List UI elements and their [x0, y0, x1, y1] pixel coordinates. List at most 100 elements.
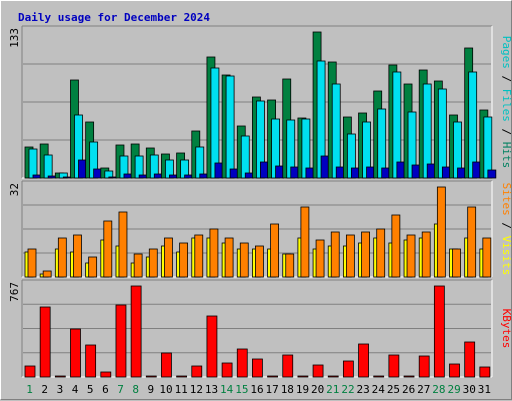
day-label: 2: [41, 383, 48, 396]
bar-sites-day-27: [421, 231, 431, 278]
bar-kbytes-day-6: [100, 371, 112, 378]
bar-files-day-31: [483, 116, 493, 179]
day-label: 21: [326, 383, 339, 396]
axis-label-separator: /: [500, 216, 512, 236]
axis-label-3: KBytes: [500, 309, 512, 349]
bar-kbytes-day-13: [206, 315, 218, 378]
day-label: 23: [357, 383, 370, 396]
axis-label-visits: Visits: [500, 236, 512, 276]
bar-sites-day-20: [315, 239, 325, 278]
day-label: 7: [117, 383, 124, 396]
day-label: 31: [478, 383, 491, 396]
day-label: 9: [148, 383, 155, 396]
bar-sites-day-1: [27, 248, 37, 278]
bar-sites-day-4: [73, 234, 82, 278]
y-max-label: 767: [8, 282, 21, 302]
day-label: 20: [311, 383, 324, 396]
day-label: 6: [102, 383, 109, 396]
bar-sites-day-22: [345, 234, 355, 278]
bar-kbytes-day-29: [449, 363, 460, 378]
axis-label-separator: /: [500, 69, 512, 89]
bar-sites-day-7: [118, 211, 128, 278]
day-label: 1: [26, 383, 33, 396]
day-label: 14: [220, 383, 234, 396]
axis-label-hits: Hits: [500, 142, 512, 169]
y-max-label: 32: [8, 183, 21, 196]
day-label: 30: [463, 383, 476, 396]
day-label: 29: [447, 383, 460, 396]
bar-sites-day-10: [164, 237, 173, 278]
day-label: 17: [266, 383, 279, 396]
bar-sites-day-29: [452, 248, 461, 278]
panel-3: 767 KBytes: [8, 279, 512, 378]
bar-sites-day-31: [482, 237, 492, 278]
bar-kbytes-day-4: [70, 328, 81, 378]
axis-label-1: Pages / Files / Hits: [500, 36, 512, 169]
day-label: 18: [281, 383, 294, 396]
bar-kbytes-day-21: [327, 375, 339, 378]
bar-sites-day-6: [103, 220, 113, 278]
bar-sites-day-21: [330, 231, 340, 278]
day-label: 28: [432, 383, 445, 396]
day-label: 25: [387, 383, 400, 396]
day-label: 12: [190, 383, 203, 396]
bar-files-day-12: [195, 146, 205, 179]
bar-kbytes-day-2: [39, 306, 51, 378]
bar-sites-day-12: [194, 234, 204, 278]
bar-sites-day-24: [376, 228, 386, 278]
bar-sites-day-11: [179, 242, 189, 278]
bar-sites-day-14: [224, 237, 234, 278]
day-label: 8: [132, 383, 139, 396]
bar-files-day-2: [43, 154, 53, 179]
day-label: 15: [235, 383, 248, 396]
bar-files-day-21: [331, 83, 341, 179]
axis-label-files: Files: [500, 89, 512, 122]
axis-label-2: Sites / Visits: [500, 183, 512, 276]
day-label: 10: [159, 383, 172, 396]
chart-title: Daily usage for December 2024: [18, 11, 210, 24]
bar-files-day-1: [28, 148, 38, 179]
bar-sites-day-19: [300, 206, 310, 278]
panel-1: 133 Pages / Files / Hits: [8, 25, 512, 179]
day-label: 13: [205, 383, 218, 396]
bar-kbytes-day-19: [297, 375, 309, 378]
bar-pages-day-31: [487, 169, 497, 179]
bar-sites-day-28: [436, 186, 446, 278]
bar-sites-day-2: [42, 270, 52, 278]
bar-sites-day-23: [361, 231, 370, 278]
day-label: 24: [372, 383, 386, 396]
bar-kbytes-day-23: [358, 343, 369, 378]
bar-sites-day-8: [133, 253, 143, 278]
bar-kbytes-day-25: [388, 354, 400, 378]
bar-kbytes-day-24: [373, 375, 385, 378]
bar-kbytes-day-14: [221, 362, 233, 378]
bar-sites-day-26: [406, 234, 416, 278]
day-label: 5: [87, 383, 94, 396]
bar-files-day-28: [437, 88, 447, 179]
bar-sites-day-25: [391, 214, 401, 278]
day-label: 11: [175, 383, 188, 396]
bar-kbytes-day-26: [403, 375, 415, 378]
axis-label-separator: /: [500, 122, 512, 142]
y-max-label: 133: [8, 28, 21, 48]
axis-label-kbytes: KBytes: [500, 309, 512, 349]
bar-sites-day-13: [209, 228, 219, 278]
bar-sites-day-15: [239, 242, 249, 278]
bar-files-day-15: [240, 135, 250, 179]
bar-kbytes-day-22: [342, 360, 354, 378]
axis-label-pages: Pages: [500, 36, 512, 69]
day-label: 19: [296, 383, 309, 396]
day-label: 22: [341, 383, 354, 396]
day-label: 26: [402, 383, 415, 396]
bar-sites-day-17: [270, 223, 279, 278]
bar-kbytes-day-3: [54, 375, 66, 378]
bar-kbytes-day-20: [312, 364, 324, 378]
bar-files-day-14: [225, 75, 235, 179]
bar-kbytes-day-30: [464, 341, 476, 378]
bar-sites-day-18: [285, 253, 295, 278]
bar-kbytes-day-9: [145, 375, 157, 378]
bar-kbytes-day-7: [115, 304, 127, 378]
bar-kbytes-day-8: [130, 285, 142, 378]
